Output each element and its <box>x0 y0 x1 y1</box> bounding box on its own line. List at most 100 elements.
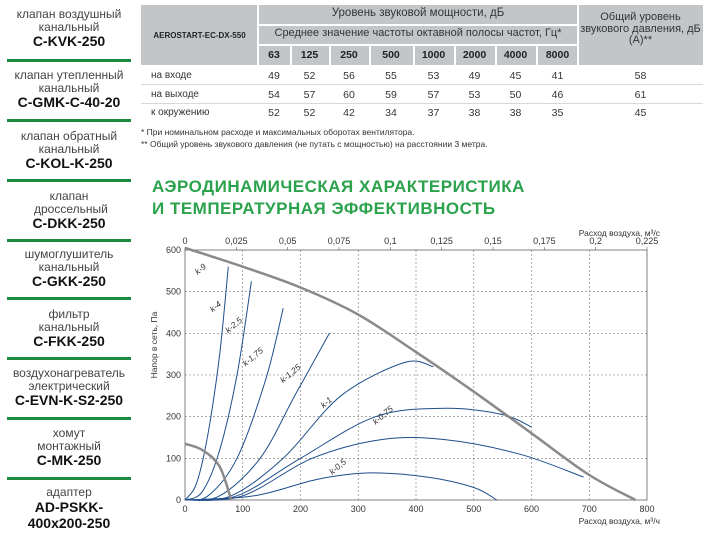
x-tick-label: 800 <box>639 504 654 514</box>
y-tick-label: 0 <box>176 495 181 505</box>
table-cell: 60 <box>343 89 355 101</box>
accessory-name: хомут монтажный <box>37 426 101 453</box>
accessory-item: хомут монтажный C-MK-250 <box>7 426 131 480</box>
x2-tick-label: 0,175 <box>533 236 556 246</box>
system-curve-label: k-0,5 <box>327 457 348 477</box>
divider <box>495 46 497 65</box>
accessory-code: C-EVN-K-S2-250 <box>14 392 124 408</box>
accessory-code: C-KOL-K-250 <box>25 155 113 171</box>
system-curve-k-0-75 <box>184 437 584 501</box>
accessory-name: воздухонагреватель электрический <box>12 366 126 393</box>
table-cell: 52 <box>303 70 316 82</box>
y-tick-label: 400 <box>166 328 181 338</box>
system-curve-label: k-0,75 <box>370 404 395 427</box>
row-label: на входе <box>151 70 192 81</box>
frequency-header: 2000 <box>462 49 487 61</box>
x2-tick-label: 0,225 <box>636 236 659 246</box>
accessory-name: адаптер <box>46 485 92 499</box>
divider <box>454 46 456 65</box>
frequency-header: 63 <box>268 49 280 61</box>
divider <box>577 5 579 65</box>
y-tick-label: 500 <box>166 287 181 297</box>
x-tick-label: 100 <box>235 504 250 514</box>
table-cell: 53 <box>427 70 440 82</box>
system-curve-label: k-2,5 <box>223 315 244 335</box>
system-curve-label: k-1,75 <box>240 345 265 368</box>
divider <box>141 103 703 104</box>
frequency-header: 8000 <box>545 49 570 61</box>
table-cell: 46 <box>551 89 564 101</box>
accessory-name: клапан дроссельный <box>34 189 108 216</box>
accessory-item: клапан воздушный канальный C-KVK-250 <box>7 8 131 62</box>
table-cell-total: 45 <box>634 107 647 119</box>
divider <box>329 46 331 65</box>
x-tick-label: 0 <box>182 504 187 514</box>
y-tick-label: 300 <box>166 370 181 380</box>
table-cell: 38 <box>509 107 522 119</box>
table-cell: 38 <box>468 107 481 119</box>
x2-tick-label: 0,15 <box>484 236 502 246</box>
accessory-code: AD-PSKK-400x200-250 <box>27 498 111 531</box>
accessory-code: C-DKK-250 <box>32 215 106 231</box>
fan-curve-min <box>184 442 233 501</box>
table-cell: 41 <box>551 70 564 82</box>
frequency-header: 1000 <box>421 49 446 61</box>
accessory-name: шумоглушитель канальный <box>24 247 114 274</box>
system-curve-k-1-25 <box>184 360 434 501</box>
divider <box>7 119 131 122</box>
table-cell: 57 <box>303 89 316 101</box>
y-tick-label: 200 <box>166 412 181 422</box>
table-cell-total: 61 <box>634 89 647 101</box>
system-curve-k-4 <box>184 281 252 501</box>
table-cell: 35 <box>551 107 564 119</box>
system-curve-label: k-1,25 <box>278 362 303 385</box>
accessory-name: фильтр канальный <box>38 307 100 334</box>
y-axis-label: Напор в сеть, Па <box>149 311 159 378</box>
x2-axis-label: Расход воздуха, м³/с <box>579 228 661 238</box>
system-curve-label: k-1 <box>318 394 334 409</box>
table-cell: 37 <box>427 107 440 119</box>
accessory-item: фильтр канальный C-FKK-250 <box>7 307 131 360</box>
table-cell: 53 <box>468 89 481 101</box>
section-title: И ТЕМПЕРАТУРНАЯ ЭФФЕКТИВНОСТЬ <box>152 199 496 218</box>
accessories-sidebar: клапан воздушный канальный C-KVK-250 кла… <box>0 0 135 533</box>
y-tick-label: 600 <box>166 245 181 255</box>
x-tick-label: 400 <box>408 504 423 514</box>
footnote: ** Общий уровень звукового давления (не … <box>141 139 488 149</box>
x-tick-label: 500 <box>466 504 481 514</box>
accessory-item: воздухонагреватель электрический C-EVN-K… <box>7 366 131 420</box>
divider <box>7 179 131 182</box>
sound-level-table: AEROSTART-EC-DX-550 Уровень звуковой мощ… <box>141 5 703 121</box>
table-cell: 42 <box>343 107 355 119</box>
divider <box>7 357 131 360</box>
divider <box>7 297 131 300</box>
x-tick-label: 600 <box>524 504 539 514</box>
x-axis-label: Расход воздуха, м³/ч <box>579 516 660 526</box>
divider <box>7 59 131 62</box>
divider <box>369 46 371 65</box>
x-tick-label: 300 <box>351 504 366 514</box>
divider <box>7 477 131 480</box>
table-cell: 56 <box>343 70 355 82</box>
accessory-code: C-GMK-C-40-20 <box>17 94 121 110</box>
section-title: АЭРОДИНАМИЧЕСКАЯ ХАРАКТЕРИСТИКА <box>152 177 525 196</box>
accessory-code: C-KVK-250 <box>32 33 106 49</box>
accessory-name: клапан обратный канальный <box>20 129 118 156</box>
frequency-header: 4000 <box>503 49 528 61</box>
y-tick-label: 100 <box>166 453 181 463</box>
model-name: AEROSTART-EC-DX-550 <box>153 30 246 40</box>
system-curve-k-9 <box>184 266 229 501</box>
table-cell: 57 <box>427 89 440 101</box>
row-label: на выходе <box>151 89 199 100</box>
table-cell: 52 <box>303 107 316 119</box>
divider <box>7 417 131 420</box>
table-cell: 45 <box>509 70 522 82</box>
divider <box>259 44 577 46</box>
accessory-code: C-FKK-250 <box>33 333 105 349</box>
table-cell-total: 58 <box>634 70 647 82</box>
sound-power-title: Уровень звуковой мощности, дБ <box>331 7 505 19</box>
divider <box>7 239 131 242</box>
accessory-item: шумоглушитель канальный C-GKK-250 <box>7 247 131 300</box>
divider <box>413 46 415 65</box>
system-curve-label: k-4 <box>208 299 224 314</box>
